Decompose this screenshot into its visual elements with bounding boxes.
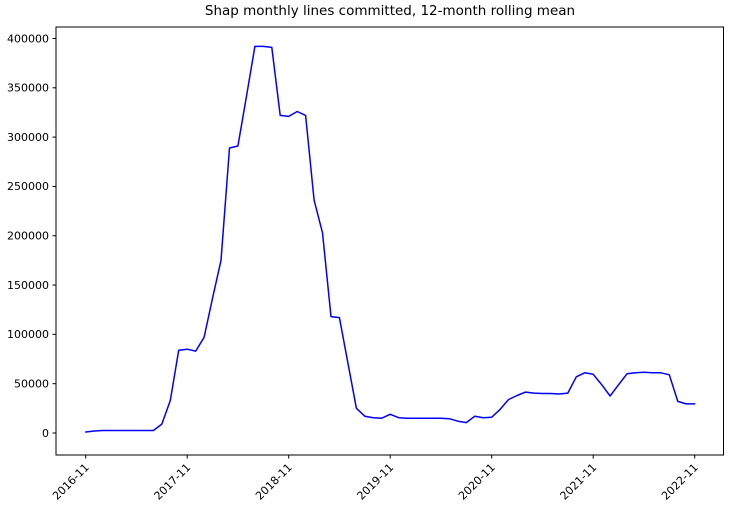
y-tick-label: 0 (42, 427, 49, 440)
chart-title: Shap monthly lines committed, 12-month r… (205, 3, 575, 19)
series-layer (84, 45, 696, 433)
y-tick-label: 250000 (7, 180, 49, 193)
y-tick-label: 400000 (7, 32, 49, 45)
data-line (84, 45, 696, 433)
axes-frame (55, 26, 724, 456)
y-tick-label: 350000 (7, 82, 49, 95)
y-tick-label: 200000 (7, 230, 49, 243)
y-tick-label: 300000 (7, 131, 49, 144)
y-tick-label: 100000 (7, 328, 49, 341)
y-tick-label: 50000 (14, 377, 49, 390)
y-tick-label: 150000 (7, 279, 49, 292)
